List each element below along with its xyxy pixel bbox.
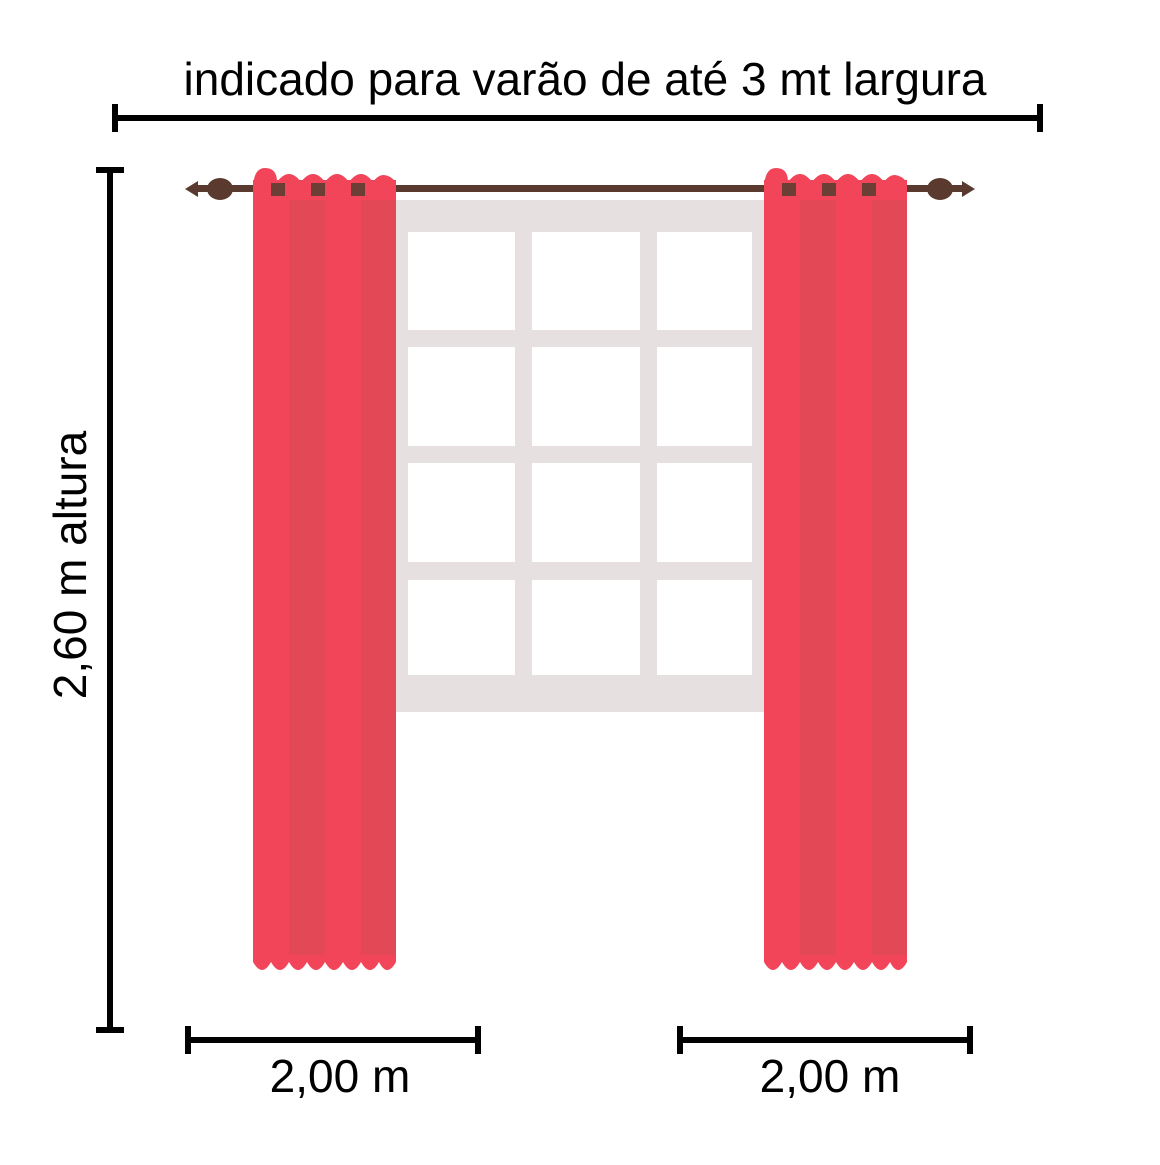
window [395, 200, 765, 712]
curtain-rod [185, 178, 975, 200]
width-label: indicado para varão de até 3 mt largura [184, 53, 987, 105]
left-curtain [253, 168, 396, 970]
right-curtain [764, 168, 907, 970]
measure-lines [96, 104, 1043, 1054]
panel-width-label: 2,00 m [760, 1050, 901, 1102]
height-label: 2,60 m altura [44, 430, 96, 699]
panel-width-label: 2,00 m [270, 1050, 411, 1102]
